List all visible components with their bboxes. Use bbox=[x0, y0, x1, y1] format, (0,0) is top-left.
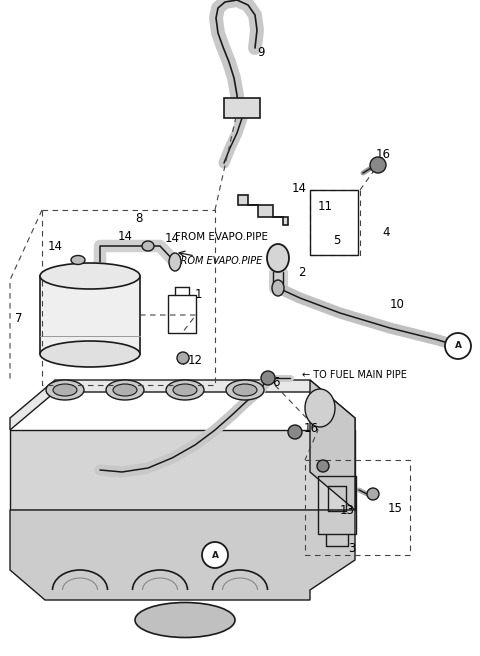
Circle shape bbox=[317, 460, 329, 472]
Circle shape bbox=[370, 157, 386, 173]
Bar bbox=[168, 295, 196, 333]
Text: 2: 2 bbox=[298, 266, 305, 279]
Text: 4: 4 bbox=[382, 226, 389, 239]
Ellipse shape bbox=[272, 280, 284, 296]
Text: FROM EVAPO.PIPE: FROM EVAPO.PIPE bbox=[175, 256, 262, 266]
Text: 14: 14 bbox=[48, 241, 63, 253]
Text: 13: 13 bbox=[340, 504, 355, 516]
Text: 9: 9 bbox=[257, 45, 264, 58]
Text: 7: 7 bbox=[14, 312, 22, 325]
Polygon shape bbox=[10, 380, 355, 430]
Text: 15: 15 bbox=[388, 501, 403, 514]
Polygon shape bbox=[238, 195, 288, 225]
Polygon shape bbox=[10, 430, 355, 510]
Bar bbox=[310, 190, 358, 255]
Circle shape bbox=[202, 542, 228, 568]
Circle shape bbox=[367, 488, 379, 500]
Text: A: A bbox=[455, 342, 461, 350]
Circle shape bbox=[288, 425, 302, 439]
Text: 16: 16 bbox=[376, 148, 391, 161]
Ellipse shape bbox=[226, 380, 264, 400]
Text: 14: 14 bbox=[165, 232, 180, 245]
Ellipse shape bbox=[135, 602, 235, 638]
Ellipse shape bbox=[40, 341, 140, 367]
Text: A: A bbox=[212, 550, 218, 560]
Text: 1: 1 bbox=[195, 289, 203, 302]
Ellipse shape bbox=[261, 371, 275, 385]
Text: 16: 16 bbox=[304, 422, 319, 434]
Text: 14: 14 bbox=[118, 230, 133, 243]
Circle shape bbox=[177, 352, 189, 364]
Text: 10: 10 bbox=[390, 298, 405, 312]
Bar bbox=[40, 276, 140, 354]
Text: 8: 8 bbox=[135, 211, 143, 224]
Ellipse shape bbox=[305, 389, 335, 427]
Bar bbox=[224, 98, 260, 118]
Text: 14: 14 bbox=[292, 182, 307, 194]
Ellipse shape bbox=[71, 255, 85, 264]
Ellipse shape bbox=[233, 384, 257, 396]
Text: ← TO FUEL MAIN PIPE: ← TO FUEL MAIN PIPE bbox=[302, 370, 407, 380]
Circle shape bbox=[445, 333, 471, 359]
Ellipse shape bbox=[40, 263, 140, 289]
Ellipse shape bbox=[169, 253, 181, 271]
Text: 12: 12 bbox=[188, 354, 203, 367]
Text: 6: 6 bbox=[272, 375, 279, 388]
Ellipse shape bbox=[166, 380, 204, 400]
Ellipse shape bbox=[46, 380, 84, 400]
Ellipse shape bbox=[53, 384, 77, 396]
Text: 11: 11 bbox=[318, 201, 333, 213]
Ellipse shape bbox=[173, 384, 197, 396]
Ellipse shape bbox=[113, 384, 137, 396]
Text: 5: 5 bbox=[333, 234, 340, 247]
Polygon shape bbox=[310, 380, 355, 510]
Ellipse shape bbox=[267, 244, 289, 272]
Ellipse shape bbox=[106, 380, 144, 400]
Bar bbox=[318, 476, 356, 534]
Polygon shape bbox=[10, 510, 355, 600]
Text: 3: 3 bbox=[348, 541, 355, 554]
Text: FROM EVAPO.PIPE: FROM EVAPO.PIPE bbox=[175, 232, 268, 242]
Ellipse shape bbox=[142, 241, 154, 251]
